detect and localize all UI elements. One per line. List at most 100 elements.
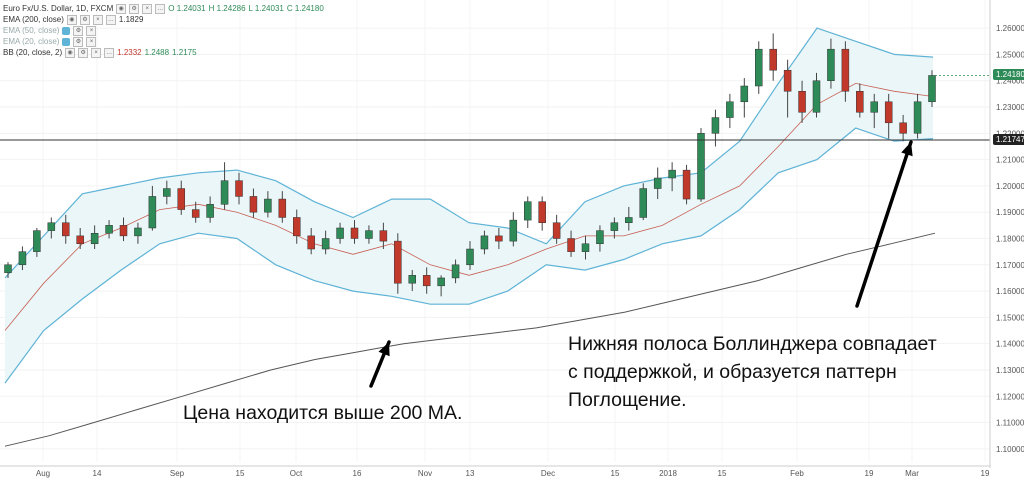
more-icon[interactable]: … [104,47,115,58]
settings-icon[interactable]: ⚙ [78,47,89,58]
annotation-bb-line2: с поддержкой, и образуется паттерн [568,361,897,383]
candle [856,83,864,118]
arrow-head [378,342,390,357]
indicator-label: EMA (50, close) [3,26,60,35]
candle [105,220,113,239]
candle-body [812,80,821,113]
eye-icon[interactable]: ◉ [66,14,77,25]
chart-legend: Euro Fx/U.S. Dollar, 1D, FXCM ◉ ⚙ × … O … [3,3,324,58]
candle [596,225,604,252]
hidden-eye-icon[interactable] [62,26,71,35]
indicator-row-ema200[interactable]: EMA (200, close) ◉ ⚙ × … 1.1829 [3,14,324,25]
candle-body [783,69,792,92]
more-icon[interactable]: … [155,3,166,14]
candle-body [870,101,878,113]
close-icon[interactable]: × [142,3,153,14]
y-tick-label: 1.12000 [996,392,1024,401]
x-tick-label: Sep [170,469,185,478]
y-tick-label: 1.14000 [996,340,1024,349]
candle [293,209,301,244]
indicator-label: EMA (20, close) [3,37,60,46]
candle-body [480,235,489,250]
candle-body [177,188,185,210]
candle [552,214,561,244]
close-icon[interactable]: × [86,36,97,47]
candle-body [350,227,359,239]
candle-body [321,238,330,250]
candle [524,196,532,228]
candle-body [249,196,258,213]
candle-body [148,196,157,229]
close-icon[interactable]: × [86,25,97,36]
candle [249,188,258,218]
bb-upper-value: 1.2488 [144,48,170,57]
candle [321,230,330,255]
x-tick-label: 14 [93,469,102,478]
indicator-row-ema20[interactable]: EMA (20, close) ⚙ × [3,36,324,47]
candle-body [134,227,142,237]
candle [408,270,416,292]
more-icon[interactable]: … [105,14,116,25]
candle-body [4,264,12,273]
support-price-tag: 1.21747 [993,133,1024,145]
candle-body [856,91,864,113]
candle [682,164,691,205]
candle-body [206,204,214,218]
annotation-bb-line3: Поглощение. [568,389,687,411]
settings-icon[interactable]: ⚙ [79,14,90,25]
candle [769,33,777,81]
y-tick-label: 1.24000 [996,77,1024,86]
candle [235,172,243,205]
candle [278,191,287,223]
candle [466,241,474,271]
bb-mid-value: 1.2332 [117,48,142,57]
candle-body [884,101,893,124]
y-tick-label: 1.19000 [996,208,1024,217]
candle [336,222,344,244]
x-tick-label: 19 [865,469,874,478]
x-tick-label: 2018 [659,469,677,478]
candle-body [653,177,662,189]
candle-body [307,235,315,250]
candle [913,93,922,139]
candle [812,72,821,118]
hidden-eye-icon[interactable] [62,37,71,46]
candle-body [581,243,590,252]
candle-body [610,222,619,231]
y-tick-label: 1.18000 [996,235,1024,244]
candle-body [90,232,99,245]
candle [538,196,546,231]
indicator-row-ema50[interactable]: EMA (50, close) ⚙ × [3,25,324,36]
candle-body [437,277,445,287]
high-value: H 1.24286 [208,4,246,13]
ema200-line [4,232,936,447]
indicator-row-bb[interactable]: BB (20, close, 2) ◉ ⚙ × … 1.2332 1.2488 … [3,47,324,58]
candle-body [682,169,691,200]
eye-icon[interactable]: ◉ [65,47,76,58]
candle [928,70,936,108]
candle [726,93,734,129]
candle [177,180,185,215]
candle-body [422,275,431,287]
candle [206,196,214,223]
candle [581,235,590,260]
settings-icon[interactable]: ⚙ [73,36,84,47]
candle-body [827,48,835,81]
candle-body [466,248,474,266]
candle-body [928,75,936,103]
candle-body [798,91,806,113]
close-icon[interactable]: × [92,14,103,25]
close-icon[interactable]: × [91,47,102,58]
candle-body [62,222,70,237]
band-middle [4,82,934,331]
eye-icon[interactable]: ◉ [116,3,127,14]
candle [610,217,619,239]
candle-body [394,240,402,284]
candle [33,227,41,257]
settings-icon[interactable]: ⚙ [129,3,140,14]
settings-icon[interactable]: ⚙ [73,25,84,36]
candle [827,38,835,89]
candle-body [119,225,128,237]
candle [191,201,200,223]
